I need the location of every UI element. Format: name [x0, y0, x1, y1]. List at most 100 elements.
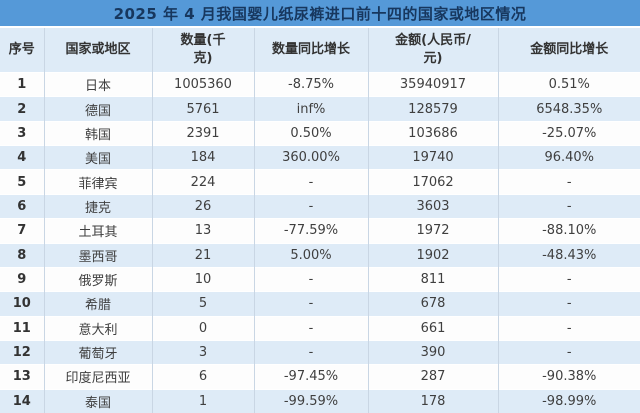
cell-quantity: 6: [151, 364, 254, 390]
cell-quantity: 3: [151, 339, 254, 365]
cell-amount-yoy: -: [497, 266, 640, 292]
cell-amount: 103686: [367, 120, 498, 146]
cell-quantity-yoy: -: [253, 291, 368, 317]
import-data-table: 序号 国家或地区 数量(千 克) 数量同比增长 金额(人民币/ 元) 金额同比增…: [0, 28, 640, 413]
table-title: 2025 年 4 月我国婴儿纸尿裤进口前十四的国家或地区情况: [0, 0, 640, 28]
cell-quantity-yoy: -97.45%: [253, 364, 368, 390]
cell-quantity-yoy: 5.00%: [253, 242, 368, 268]
cell-amount-yoy: 96.40%: [497, 145, 640, 170]
cell-quantity-yoy: -: [253, 193, 368, 219]
cell-amount-yoy: -: [497, 169, 640, 195]
cell-amount: 35940917: [367, 71, 498, 97]
cell-quantity-yoy: -: [253, 339, 368, 365]
table-row: 9 俄罗斯 10-811-: [0, 266, 640, 292]
cell-quantity-yoy: 0.50%: [253, 120, 368, 146]
cell-amount-yoy: -90.38%: [497, 364, 640, 390]
cell-country: 土耳其: [43, 218, 152, 244]
cell-index: 5: [0, 169, 44, 195]
cell-quantity: 1005360: [151, 71, 254, 97]
cell-index: 4: [0, 145, 44, 170]
cell-amount-yoy: 0.51%: [497, 71, 640, 97]
cell-quantity-yoy: 360.00%: [253, 145, 368, 170]
cell-country: 美国: [43, 145, 152, 170]
table-row: 14 泰国 1 -99.59% 178 -98.99%: [0, 388, 640, 413]
col-header-country: 国家或地区: [43, 28, 152, 73]
cell-quantity: 184: [151, 145, 254, 170]
cell-country: 葡萄牙: [43, 339, 152, 365]
cell-country: 俄罗斯: [43, 266, 152, 292]
cell-quantity-yoy: -: [253, 266, 368, 292]
cell-quantity: 224: [151, 169, 254, 195]
col-header-amount: 金额(人民币/ 元): [367, 28, 498, 73]
cell-index: 3: [0, 120, 44, 146]
table-row: 6 捷克 26-3603-: [0, 193, 640, 219]
table-header-row: 序号 国家或地区 数量(千 克) 数量同比增长 金额(人民币/ 元) 金额同比增…: [0, 28, 640, 73]
table-row: 1 日本 1005360 -8.75% 35940917 0.51%: [0, 71, 640, 97]
cell-amount: 287: [367, 364, 498, 390]
cell-amount: 811: [367, 266, 498, 292]
cell-quantity: 2391: [151, 120, 254, 146]
cell-country: 墨西哥: [43, 242, 152, 268]
table-row: 12 葡萄牙 3-390-: [0, 339, 640, 365]
cell-country: 德国: [43, 96, 152, 122]
cell-amount-yoy: -: [497, 339, 640, 365]
cell-country: 韩国: [43, 120, 152, 146]
cell-country: 日本: [43, 71, 152, 97]
cell-amount-yoy: -25.07%: [497, 120, 640, 146]
cell-amount: 661: [367, 315, 498, 341]
cell-amount: 1972: [367, 218, 498, 244]
cell-quantity: 13: [151, 218, 254, 244]
cell-amount-yoy: -98.99%: [497, 388, 640, 413]
cell-index: 10: [0, 291, 44, 317]
cell-index: 9: [0, 266, 44, 292]
table-row: 8 墨西哥 21 5.00% 1902 -48.43%: [0, 242, 640, 268]
cell-amount-yoy: -: [497, 315, 640, 341]
cell-quantity: 10: [151, 266, 254, 292]
cell-amount: 19740: [367, 145, 498, 170]
col-header-amount-yoy: 金额同比增长: [497, 28, 640, 73]
cell-quantity: 21: [151, 242, 254, 268]
cell-index: 2: [0, 96, 44, 122]
cell-country: 菲律宾: [43, 169, 152, 195]
cell-amount-yoy: -88.10%: [497, 218, 640, 244]
cell-amount: 128579: [367, 96, 498, 122]
table-row: 3 韩国 2391 0.50% 103686 -25.07%: [0, 120, 640, 146]
cell-amount: 3603: [367, 193, 498, 219]
cell-amount-yoy: 6548.35%: [497, 96, 640, 122]
cell-amount: 1902: [367, 242, 498, 268]
table-row: 11 意大利 0-661-: [0, 315, 640, 341]
cell-index: 12: [0, 339, 44, 365]
cell-quantity-yoy: inf%: [253, 96, 368, 122]
cell-quantity: 26: [151, 193, 254, 219]
table-row: 10 希腊 5-678-: [0, 291, 640, 317]
cell-index: 8: [0, 242, 44, 268]
cell-amount-yoy: -: [497, 193, 640, 219]
cell-quantity-yoy: -8.75%: [253, 71, 368, 97]
cell-quantity-yoy: -77.59%: [253, 218, 368, 244]
cell-country: 泰国: [43, 388, 152, 413]
cell-amount-yoy: -: [497, 291, 640, 317]
cell-amount: 678: [367, 291, 498, 317]
table-row: 13 印度尼西亚 6 -97.45% 287 -90.38%: [0, 364, 640, 390]
cell-country: 印度尼西亚: [43, 364, 152, 390]
cell-amount: 390: [367, 339, 498, 365]
table-row: 2 德国 5761 inf% 128579 6548.35%: [0, 96, 640, 122]
table-row: 5 菲律宾 224-17062-: [0, 169, 640, 195]
cell-quantity: 5: [151, 291, 254, 317]
cell-country: 希腊: [43, 291, 152, 317]
cell-index: 1: [0, 71, 44, 97]
cell-quantity-yoy: -: [253, 315, 368, 341]
cell-index: 14: [0, 388, 44, 413]
cell-quantity: 5761: [151, 96, 254, 122]
cell-index: 13: [0, 364, 44, 390]
col-header-index: 序号: [0, 28, 44, 73]
cell-amount: 17062: [367, 169, 498, 195]
col-header-quantity-yoy: 数量同比增长: [253, 28, 368, 73]
cell-amount: 178: [367, 388, 498, 413]
cell-index: 7: [0, 218, 44, 244]
cell-index: 6: [0, 193, 44, 219]
table-row: 4 美国 184 360.00% 19740 96.40%: [0, 145, 640, 170]
cell-country: 意大利: [43, 315, 152, 341]
col-header-quantity: 数量(千 克): [151, 28, 254, 73]
